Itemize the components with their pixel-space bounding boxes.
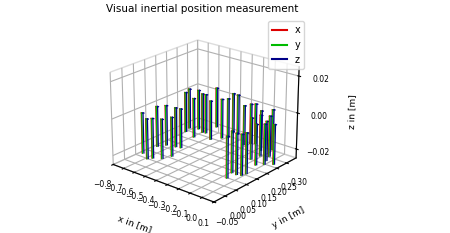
Y-axis label: y in [m]: y in [m] (271, 206, 306, 230)
Title: Visual inertial position measurement: Visual inertial position measurement (106, 4, 299, 14)
Legend: x, y, z: x, y, z (268, 21, 304, 69)
X-axis label: x in [m]: x in [m] (117, 214, 153, 233)
